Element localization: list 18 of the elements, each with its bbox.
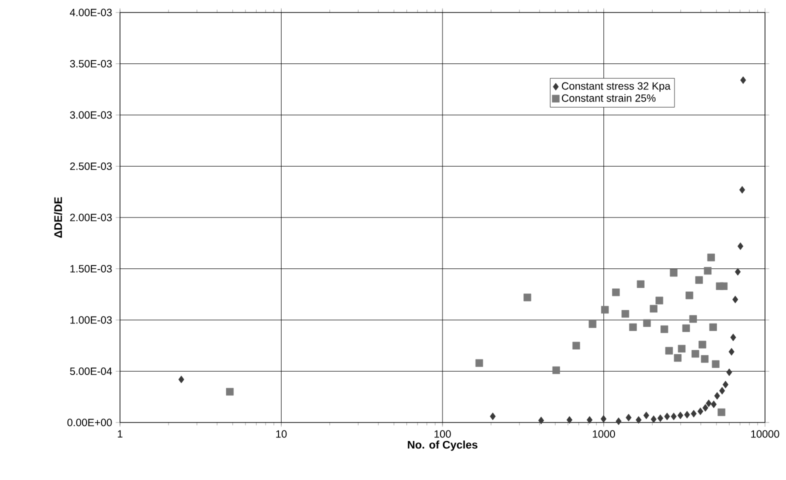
y-tick-label: 2.50E-03 xyxy=(70,162,112,170)
y-tick-label: 1.00E-03 xyxy=(70,316,112,324)
x-tick-label: 1000 xyxy=(592,430,616,438)
y-tick-label: 3.50E-03 xyxy=(70,60,112,68)
x-tick-label: 10 xyxy=(276,430,287,438)
x-tick-label: 1 xyxy=(118,430,122,438)
x-tick-label: 100 xyxy=(434,430,451,438)
y-tick-label: 4.00E-03 xyxy=(70,8,112,16)
legend-label: Constant stress 32 Kpa xyxy=(562,82,671,92)
y-tick-label: 1.50E-03 xyxy=(70,265,112,272)
y-tick-label: 5.00E-04 xyxy=(70,368,112,375)
legend-label: Constant strain 25% xyxy=(562,94,656,102)
y-axis-title: ΔDE/DE xyxy=(54,197,62,238)
x-tick-label: 10000 xyxy=(751,430,780,438)
y-tick-label: 3.00E-03 xyxy=(70,111,112,119)
y-tick-label: 2.00E-03 xyxy=(70,214,112,222)
y-tick-label: 0.00E+00 xyxy=(67,418,112,426)
x-axis-title: No. of Cycles xyxy=(408,440,478,451)
